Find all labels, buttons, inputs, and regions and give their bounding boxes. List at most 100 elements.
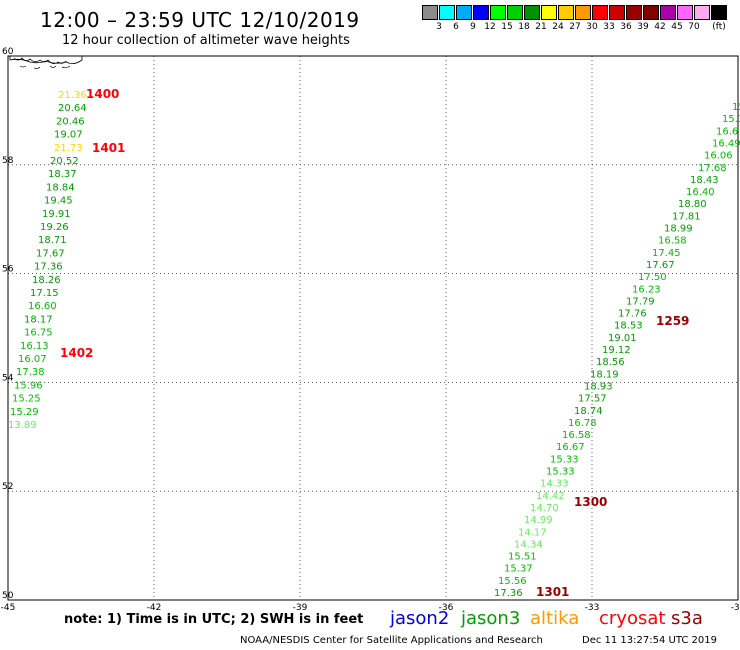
wave-height-label: 15.3 [722, 114, 740, 125]
wave-height-label: 16.23 [632, 284, 661, 295]
wave-height-label: 16.49 [712, 138, 740, 149]
wave-height-label: 18.84 [46, 182, 75, 193]
wave-height-label: 17.79 [626, 296, 655, 307]
color-scale-label: 45 [671, 22, 683, 32]
color-scale-label: 42 [654, 22, 666, 32]
wave-height-label: 19.12 [602, 345, 631, 356]
wave-height-label: 18.71 [38, 235, 67, 246]
greenland-coastline [9, 55, 83, 70]
wave-height-label: 17.68 [698, 163, 727, 174]
wave-height-label: 17.15 [30, 288, 59, 299]
pass-time-label: 1400 [86, 87, 119, 101]
wave-height-label: 19.01 [608, 333, 637, 344]
wave-height-label: 17.67 [36, 248, 65, 259]
wave-height-label: 18.19 [590, 369, 619, 380]
wave-height-label: 17.67 [646, 260, 675, 271]
color-scale-label: 3 [436, 22, 442, 32]
wave-height-label: 16.58 [562, 430, 591, 441]
wave-height-label: 17.50 [638, 272, 667, 283]
wave-height-label: 18.56 [596, 357, 625, 368]
color-swatch [626, 5, 642, 20]
wave-height-label: 18.93 [584, 381, 613, 392]
wave-height-label: 14.70 [530, 503, 559, 514]
wave-height-label: 20.64 [58, 103, 87, 114]
longitude-tick-label: -30 [731, 603, 740, 613]
wave-height-label: 16.60 [28, 301, 57, 312]
wave-height-label: 15.96 [14, 380, 43, 391]
color-scale-label: 6 [453, 22, 459, 32]
wave-height-label: 15 [732, 102, 740, 113]
color-scale-label: 36 [620, 22, 632, 32]
pass-time-label: 1402 [60, 346, 93, 360]
color-scale-label: 30 [586, 22, 598, 32]
color-swatch [524, 5, 540, 20]
mission-name-jason3: jason3 [461, 608, 521, 629]
wave-height-label: 17.57 [578, 394, 607, 405]
wave-height-label: 18.26 [32, 275, 61, 286]
wave-height-label: 15.33 [550, 454, 579, 465]
pass-time-label: 1259 [656, 314, 689, 328]
wave-height-label: 15.37 [504, 564, 533, 575]
wave-height-label: 14.99 [524, 515, 553, 526]
color-swatch [456, 5, 472, 20]
wave-height-label: 19.07 [54, 130, 83, 141]
timestamp: Dec 11 13:27:54 UTC 2019 [582, 635, 717, 646]
wave-height-label: 16.67 [556, 442, 585, 453]
altimeter-track-west: 21.36 20.64 20.46 19.07 21.73 20.52 18.37 18.84… [8, 90, 87, 431]
latitude-tick-label: 58 [2, 156, 14, 166]
color-swatch [558, 5, 574, 20]
wave-height-label: 14.34 [514, 539, 543, 550]
color-swatch [490, 5, 506, 20]
credit-text: NOAA/NESDIS Center for Satellite Applica… [240, 635, 543, 646]
color-scale-labels: 3 6 9 12 15 18 21 24 27 30 33 36 39 42 45 70 (ft) [422, 0, 740, 40]
wave-height-label: 14.17 [518, 527, 547, 538]
color-swatch [507, 5, 523, 20]
wave-height-label: 18.74 [574, 406, 603, 417]
wave-height-label: 16.13 [20, 341, 49, 352]
wave-height-label: 18.43 [690, 175, 719, 186]
pass-time-label: 1401 [92, 141, 125, 155]
mission-name-altika: altika [530, 608, 580, 629]
wave-height-label: 18.53 [614, 321, 643, 332]
color-scale-label: 18 [518, 22, 530, 32]
wave-height-label: 16.6 [716, 126, 738, 137]
units-note: note: 1) Time is in UTC; 2) SWH is in fe… [64, 612, 364, 627]
longitude-tick-label: -42 [147, 603, 162, 613]
wave-height-label: 18.99 [664, 224, 693, 235]
latitude-tick-label: 50 [2, 591, 14, 601]
latitude-tick-label: 60 [2, 47, 14, 57]
mission-name-jason2: jason2 [390, 608, 450, 629]
wave-height-label: 16.40 [686, 187, 715, 198]
wave-height-label: 16.58 [658, 236, 687, 247]
color-scale-label: 27 [569, 22, 581, 32]
color-swatch [575, 5, 591, 20]
wave-height-label: 21.73 [54, 143, 83, 154]
wave-height-label: 17.36 [34, 262, 63, 273]
wave-height-label: 20.52 [50, 156, 79, 167]
longitude-tick-label: -45 [1, 603, 16, 613]
color-swatch [439, 5, 455, 20]
color-scale-label: 70 [688, 22, 700, 32]
color-scale-label: 9 [470, 22, 476, 32]
wave-height-label: 15.51 [508, 552, 537, 563]
wave-height-label: 16.07 [18, 354, 47, 365]
color-swatch [711, 5, 727, 20]
longitude-tick-label: -36 [439, 603, 454, 613]
color-scale-label: 24 [552, 22, 564, 32]
wave-height-label: 21.36 [58, 90, 87, 101]
color-swatch [643, 5, 659, 20]
color-swatch [677, 5, 693, 20]
color-swatch [694, 5, 710, 20]
wave-height-label: 19.45 [44, 196, 73, 207]
color-swatch [422, 5, 438, 20]
wave-height-label: 20.46 [56, 116, 85, 127]
wave-height-label: 15.25 [12, 394, 41, 405]
wave-height-label: 15.29 [10, 407, 39, 418]
wave-height-label: 16.06 [704, 151, 733, 162]
color-scale-label: 33 [603, 22, 615, 32]
color-swatch [592, 5, 608, 20]
pass-time-label: 1301 [536, 585, 569, 599]
color-scale-label: 12 [484, 22, 496, 32]
wave-height-label: 17.45 [652, 248, 681, 259]
